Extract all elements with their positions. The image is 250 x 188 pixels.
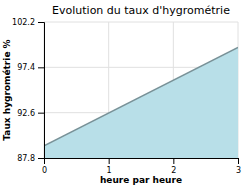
tick-label: 92.6	[17, 109, 35, 118]
tick-mark	[38, 22, 44, 23]
tick-mark	[238, 158, 239, 164]
tick: 97.4	[17, 63, 44, 72]
tick-label: 87.8	[17, 154, 35, 163]
tick: 92.6	[17, 109, 44, 118]
y-label: Taux hygrométrie %	[2, 39, 12, 140]
y-axis: 87.8 92.6 97.4 102.2	[12, 18, 44, 163]
axis-line	[45, 159, 239, 165]
axis-line	[38, 23, 45, 159]
grid	[44, 22, 238, 158]
tick-label: 102.2	[12, 18, 35, 27]
tick-label: 97.4	[17, 63, 35, 72]
x-axis: 0 1 2 3	[42, 158, 241, 175]
tick-mark	[38, 158, 44, 159]
tick: 0	[42, 158, 47, 175]
chart: 0 1 2 3 87.8 92.6 97.4 102.2 Evolution du taux d…	[0, 0, 250, 188]
tick-label: 0	[42, 166, 47, 175]
grid-line	[44, 22, 238, 23]
tick: 102.2	[12, 18, 44, 27]
x-label: heure par heure	[100, 175, 182, 185]
tick-label: 3	[236, 166, 241, 175]
title: Evolution du taux d'hygrométrie	[52, 4, 230, 17]
tick: 87.8	[17, 154, 44, 163]
tick-mark	[173, 158, 174, 164]
tick-label: 1	[107, 166, 112, 175]
tick-mark	[38, 113, 44, 114]
tick-label: 2	[171, 166, 176, 175]
tick: 3	[236, 158, 241, 175]
tick: 1	[107, 158, 112, 175]
area	[44, 48, 238, 159]
plot: 0 1 2 3 87.8 92.6 97.4 102.2	[12, 18, 241, 175]
tick-mark	[38, 67, 44, 68]
line	[44, 48, 238, 146]
tick: 2	[171, 158, 176, 175]
marks	[44, 48, 238, 159]
tick-mark	[109, 158, 110, 164]
